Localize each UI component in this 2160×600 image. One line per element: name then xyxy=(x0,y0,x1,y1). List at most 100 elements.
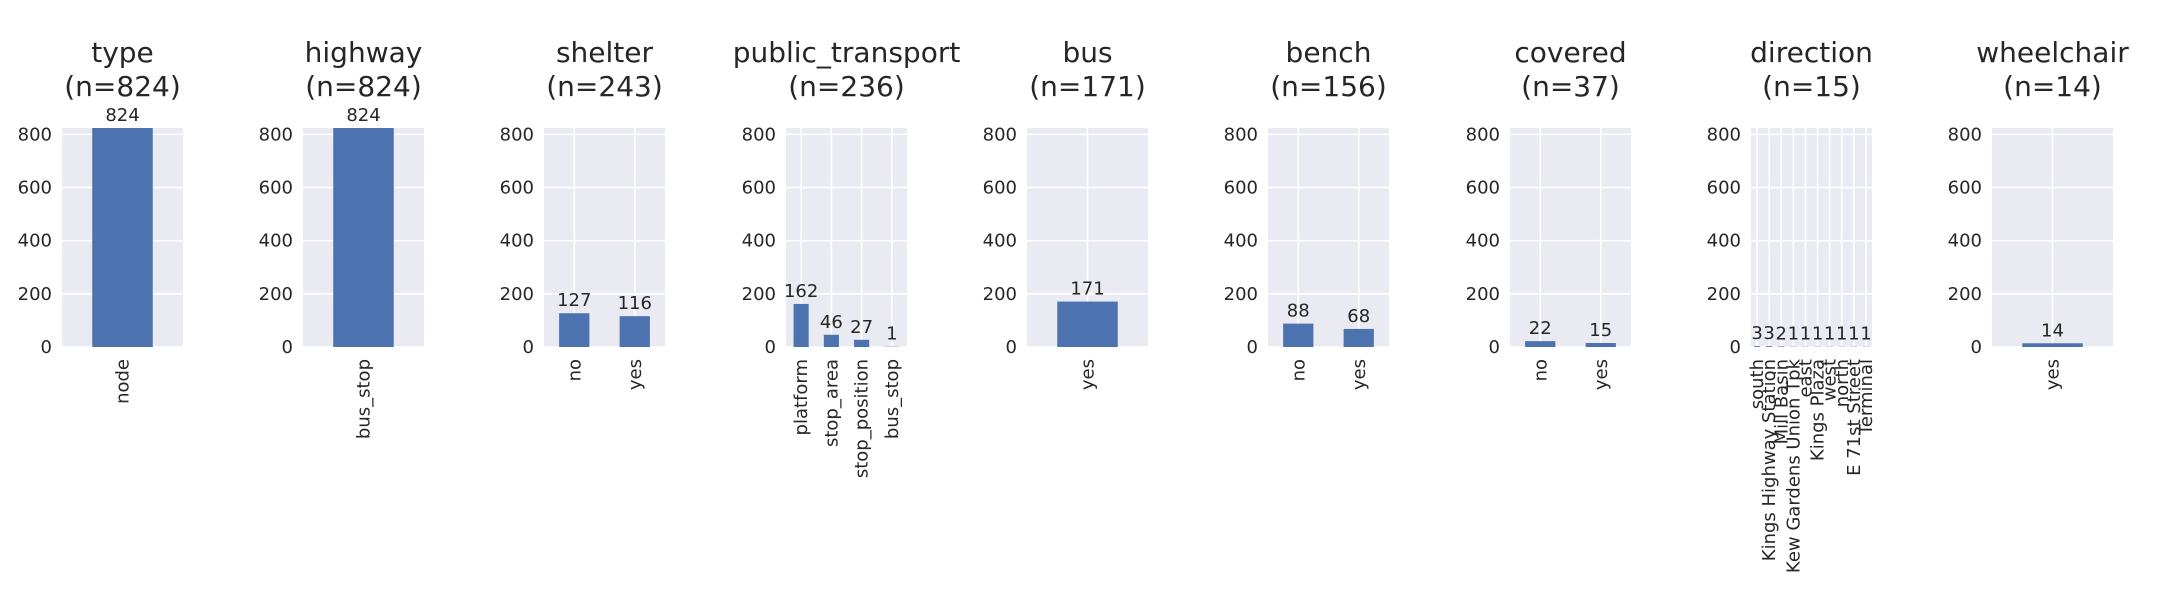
y-tick-label: 0 xyxy=(1730,337,1741,358)
y-tick-label: 600 xyxy=(1707,178,1741,199)
category-label: stop_area xyxy=(821,359,842,447)
subplot-1: 0 200 400 600 800 824 bus_stop highway(n=824) xyxy=(259,36,424,439)
category-label: node xyxy=(113,359,134,404)
category-label: east xyxy=(1795,359,1816,398)
category-label: yes xyxy=(1078,359,1099,390)
y-tick-label: 600 xyxy=(1224,178,1258,199)
y-tick-label: 800 xyxy=(742,124,776,145)
y-tick-label: 0 xyxy=(523,337,534,358)
category-label: Kings Highway Station xyxy=(1759,359,1780,561)
bar xyxy=(823,334,839,347)
y-tick-label: 0 xyxy=(765,337,776,358)
y-tick-label: 0 xyxy=(1247,337,1258,358)
subplot-title: highway xyxy=(305,36,423,69)
category-label: platform xyxy=(791,359,812,435)
axes-background xyxy=(1510,128,1631,347)
bar xyxy=(1778,346,1785,347)
y-tick-label: 600 xyxy=(742,178,776,199)
data-label: 1 xyxy=(1860,324,1871,345)
category-label: stop_position xyxy=(852,359,873,478)
y-tick-label: 800 xyxy=(983,124,1017,145)
bar xyxy=(1766,346,1773,347)
y-tick-label: 0 xyxy=(1971,337,1982,358)
category-label: Kew Gardens Union Tpk xyxy=(1783,358,1804,573)
y-tick-label: 800 xyxy=(1224,124,1258,145)
y-tick-label: 400 xyxy=(259,231,293,252)
category-label: yes xyxy=(1591,359,1612,390)
subplot-0: 0 200 400 600 800 824 node type(n=824) xyxy=(18,36,183,404)
category-label: E 71st Street xyxy=(1844,359,1865,476)
subplot-title: direction xyxy=(1750,36,1873,69)
bar xyxy=(619,316,650,347)
y-tick-label: 200 xyxy=(259,284,293,305)
y-tick-label: 600 xyxy=(983,178,1017,199)
category-label: yes xyxy=(625,359,646,390)
y-tick-label: 400 xyxy=(983,231,1017,252)
category-label: no xyxy=(1530,359,1551,381)
category-label: Mill Basin xyxy=(1771,359,1792,444)
y-tick-label: 400 xyxy=(18,231,52,252)
subplot-title: type xyxy=(91,36,154,69)
y-tick-label: 800 xyxy=(1707,124,1741,145)
data-label: 1 xyxy=(1848,324,1859,345)
category-label: bus_stop xyxy=(354,359,375,439)
subplot-count: (n=156) xyxy=(1270,70,1387,103)
data-label: 1 xyxy=(1824,324,1835,345)
category-label: north xyxy=(1832,359,1853,407)
data-label: 171 xyxy=(1070,279,1104,300)
category-label: west xyxy=(1820,359,1841,401)
y-tick-label: 200 xyxy=(1707,284,1741,305)
data-label: 824 xyxy=(346,105,380,126)
bar xyxy=(1525,341,1556,347)
data-label: 27 xyxy=(850,317,873,338)
category-label: bus_stop xyxy=(882,359,903,439)
y-tick-label: 200 xyxy=(1948,284,1982,305)
data-label: 15 xyxy=(1589,320,1612,341)
data-label: 1 xyxy=(1788,324,1799,345)
y-tick-label: 800 xyxy=(259,124,293,145)
bar xyxy=(1754,346,1761,347)
subplot-count: (n=824) xyxy=(305,70,422,103)
data-label: 2 xyxy=(1776,323,1787,344)
bar xyxy=(559,313,590,347)
axes-background xyxy=(1751,128,1872,347)
bar xyxy=(793,303,809,347)
category-label: south xyxy=(1747,359,1768,409)
data-label: 1 xyxy=(886,324,897,345)
y-tick-label: 600 xyxy=(18,178,52,199)
data-label: 3 xyxy=(1763,323,1774,344)
y-tick-label: 800 xyxy=(1466,124,1500,145)
bar xyxy=(1585,343,1616,347)
subplot-3: 0 200 400 600 800 162 platform 46 stop_area 27 sto… xyxy=(733,36,961,478)
subplot-count: (n=15) xyxy=(1762,70,1861,103)
y-tick-label: 400 xyxy=(1948,231,1982,252)
category-label: no xyxy=(564,359,585,381)
y-tick-label: 0 xyxy=(282,337,293,358)
y-tick-label: 600 xyxy=(1948,178,1982,199)
y-tick-label: 200 xyxy=(742,284,776,305)
data-label: 14 xyxy=(2041,320,2064,341)
category-label: yes xyxy=(2043,359,2064,390)
y-tick-label: 200 xyxy=(1466,284,1500,305)
subplot-2: 0 200 400 600 800 127 no 116 yes shelter(n=243) xyxy=(500,36,665,390)
y-tick-label: 600 xyxy=(1466,178,1500,199)
data-label: 68 xyxy=(1347,306,1370,327)
data-label: 1 xyxy=(1812,324,1823,345)
data-label: 116 xyxy=(618,293,652,314)
axes-background xyxy=(1268,128,1389,347)
subplot-title: wheelchair xyxy=(1976,36,2129,69)
y-tick-label: 0 xyxy=(41,337,52,358)
subplot-title: covered xyxy=(1514,36,1626,69)
category-label: Terminal xyxy=(1856,359,1877,436)
y-tick-label: 800 xyxy=(1948,124,1982,145)
category-label: no xyxy=(1288,359,1309,381)
bar xyxy=(2022,343,2083,347)
y-tick-label: 800 xyxy=(500,124,534,145)
y-tick-label: 400 xyxy=(1224,231,1258,252)
subplot-count: (n=824) xyxy=(64,70,181,103)
data-label: 127 xyxy=(557,290,591,311)
subplot-7: 0 200 400 600 800 3 south 3 Kings Highway Statio… xyxy=(1707,36,1877,573)
subplot-4: 0 200 400 600 800 171 yes bus(n=171) xyxy=(983,36,1148,390)
y-tick-label: 400 xyxy=(1466,231,1500,252)
